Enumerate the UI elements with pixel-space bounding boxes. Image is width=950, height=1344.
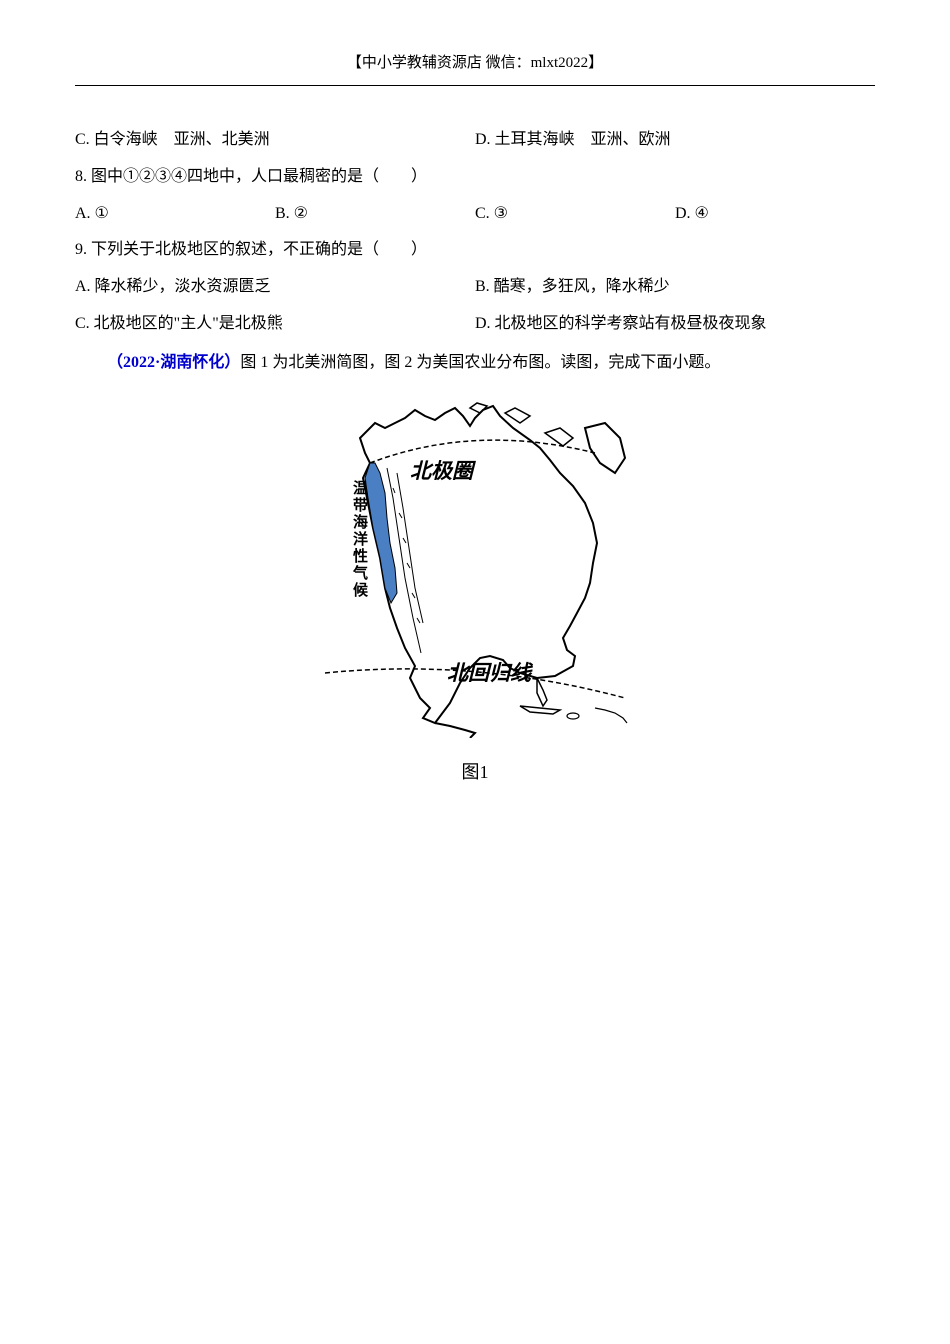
climate-label-1: 带 [353,497,368,514]
arctic-circle-line [370,440,595,463]
q8-opt-d: D. ④ [675,200,875,229]
q9-text: 9. 下列关于北极地区的叙述，不正确的是（ ） [75,236,875,265]
q7-options-cd: C. 白令海峡 亚洲、北美洲 D. 土耳其海峡 亚洲、欧洲 [75,126,875,155]
caribbean-1 [567,713,579,719]
q9-options-cd: C. 北极地区的"主人"是北极熊 D. 北极地区的科学考察站有极昼极夜现象 [75,310,875,339]
q9-options-ab: A. 降水稀少，淡水资源匮乏 B. 酷寒，多狂风，降水稀少 [75,273,875,302]
source-label: （2022·湖南怀化） [107,354,240,371]
north-america-map: 温 带 海 洋 性 气 候 北极圈 北回归线 [315,398,635,738]
q9-opt-a: A. 降水稀少，淡水资源匮乏 [75,273,475,302]
climate-label-2: 海 [353,513,368,531]
q8-text: 8. 图中①②③④四地中，人口最稠密的是（ ） [75,163,875,192]
q7-opt-c: C. 白令海峡 亚洲、北美洲 [75,126,475,155]
climate-label-4: 性 [353,547,368,565]
page-header: 【中小学教辅资源店 微信：mlxt2022】 [75,50,875,86]
caribbean-2 [595,708,627,723]
tropic-label: 北回归线 [447,661,534,685]
q9-opt-c: C. 北极地区的"主人"是北极熊 [75,310,475,339]
header-text: 【中小学教辅资源店 微信：mlxt2022】 [347,55,603,71]
florida [537,678,547,706]
intro-line: （2022·湖南怀化）图 1 为北美洲简图，图 2 为美国农业分布图。读图，完成… [75,349,875,378]
climate-label-5: 气 [352,564,368,582]
climate-label-6: 候 [353,581,369,599]
intro-text: 图 1 为北美洲简图，图 2 为美国农业分布图。读图，完成下面小题。 [240,354,720,371]
arctic-label: 北极圈 [410,459,477,483]
q8-opt-c: C. ③ [475,200,675,229]
greenland [585,423,625,473]
island-1 [470,403,487,413]
q8-options: A. ① B. ② C. ③ D. ④ [75,200,875,229]
q7-opt-d: D. 土耳其海峡 亚洲、欧洲 [475,126,875,155]
q9-opt-b: B. 酷寒，多狂风，降水稀少 [475,273,875,302]
figure-container: 温 带 海 洋 性 气 候 北极圈 北回归线 图1 [75,398,875,789]
figure-label: 图1 [75,756,875,788]
q8-opt-b: B. ② [275,200,475,229]
q8-opt-a: A. ① [75,200,275,229]
climate-label-3: 洋 [353,530,368,548]
cuba [520,706,560,714]
central-america [435,723,475,738]
island-3 [545,428,573,446]
q9-opt-d: D. 北极地区的科学考察站有极昼极夜现象 [475,310,875,339]
island-2 [505,408,530,423]
climate-label-0: 温 [353,480,368,497]
climate-zone [365,463,397,603]
